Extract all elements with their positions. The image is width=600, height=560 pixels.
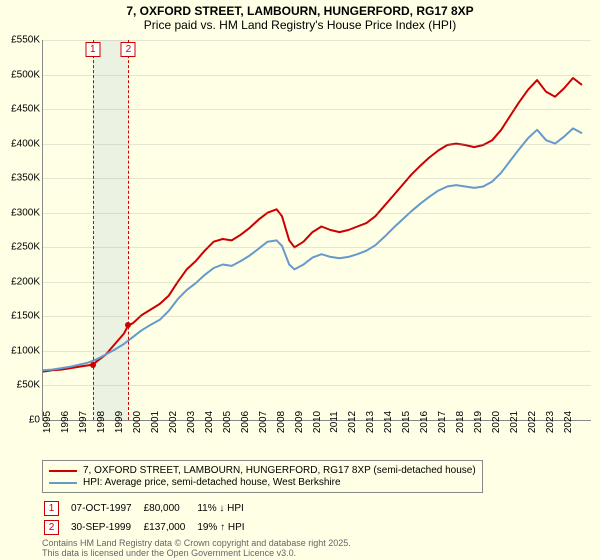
ytick-label: £150K <box>11 311 40 322</box>
legend-label-hpi: HPI: Average price, semi-detached house,… <box>83 477 341 488</box>
marker-delta-1: 11% ↓ HPI <box>197 500 254 517</box>
legend-box: 7, OXFORD STREET, LAMBOURN, HUNGERFORD, … <box>42 460 483 493</box>
xtick-label: 2015 <box>401 411 412 433</box>
chart-lines-svg <box>43 40 591 420</box>
xtick-label: 2018 <box>455 411 466 433</box>
xtick-label: 2005 <box>222 411 233 433</box>
legend-swatch-hpi <box>49 482 77 484</box>
marker-badge-1: 1 <box>44 501 59 516</box>
xtick-label: 2013 <box>365 411 376 433</box>
legend-row-property: 7, OXFORD STREET, LAMBOURN, HUNGERFORD, … <box>49 465 476 476</box>
legend-row-hpi: HPI: Average price, semi-detached house,… <box>49 477 476 488</box>
xtick-label: 2023 <box>545 411 556 433</box>
xtick-label: 2003 <box>186 411 197 433</box>
ytick-label: £500K <box>11 69 40 80</box>
marker-badge-2: 2 <box>44 520 59 535</box>
marker-row-2: 2 30-SEP-1999 £137,000 19% ↑ HPI <box>44 519 255 536</box>
marker-date-2: 30-SEP-1999 <box>71 519 142 536</box>
chart-plot-area: 12 <box>42 40 591 421</box>
xtick-label: 2001 <box>150 411 161 433</box>
ytick-label: £250K <box>11 242 40 253</box>
xtick-label: 1995 <box>42 411 53 433</box>
gridline-h <box>43 282 591 283</box>
attribution: Contains HM Land Registry data © Crown c… <box>42 538 351 558</box>
xtick-label: 2007 <box>258 411 269 433</box>
xtick-label: 2019 <box>473 411 484 433</box>
ytick-label: £450K <box>11 104 40 115</box>
ytick-label: £0 <box>29 415 40 426</box>
xtick-label: 2009 <box>294 411 305 433</box>
xtick-label: 2004 <box>204 411 215 433</box>
gridline-h <box>43 109 591 110</box>
marker-price-2: £137,000 <box>144 519 196 536</box>
gridline-h <box>43 40 591 41</box>
xtick-label: 2010 <box>312 411 323 433</box>
xtick-label: 1999 <box>114 411 125 433</box>
ytick-label: £200K <box>11 276 40 287</box>
xtick-label: 2012 <box>347 411 358 433</box>
ytick-label: £400K <box>11 138 40 149</box>
gridline-h <box>43 75 591 76</box>
marker-price-1: £80,000 <box>144 500 196 517</box>
xtick-label: 2002 <box>168 411 179 433</box>
marker-dot-1 <box>90 362 96 368</box>
markers-table: 1 07-OCT-1997 £80,000 11% ↓ HPI 2 30-SEP… <box>42 498 257 538</box>
xtick-label: 2014 <box>383 411 394 433</box>
xtick-label: 2024 <box>563 411 574 433</box>
legend-swatch-property <box>49 470 77 472</box>
ytick-label: £350K <box>11 173 40 184</box>
xtick-label: 2022 <box>527 411 538 433</box>
xtick-label: 1997 <box>78 411 89 433</box>
xtick-label: 2011 <box>329 411 340 433</box>
xtick-label: 1998 <box>96 411 107 433</box>
xtick-label: 2008 <box>276 411 287 433</box>
ytick-label: £300K <box>11 207 40 218</box>
title-subtitle: Price paid vs. HM Land Registry's House … <box>0 18 600 32</box>
marker-delta-2: 19% ↑ HPI <box>197 519 254 536</box>
gridline-h <box>43 144 591 145</box>
ytick-label: £100K <box>11 345 40 356</box>
gridline-h <box>43 213 591 214</box>
series-line-property <box>43 78 582 372</box>
xtick-label: 2016 <box>419 411 430 433</box>
chart-container: 7, OXFORD STREET, LAMBOURN, HUNGERFORD, … <box>0 0 600 560</box>
gridline-h <box>43 385 591 386</box>
xtick-label: 2006 <box>240 411 251 433</box>
attribution-line2: This data is licensed under the Open Gov… <box>42 548 351 558</box>
xtick-label: 1996 <box>60 411 71 433</box>
title-address: 7, OXFORD STREET, LAMBOURN, HUNGERFORD, … <box>0 4 600 18</box>
gridline-h <box>43 178 591 179</box>
attribution-line1: Contains HM Land Registry data © Crown c… <box>42 538 351 548</box>
marker-vline-2 <box>128 40 129 420</box>
marker-row-1: 1 07-OCT-1997 £80,000 11% ↓ HPI <box>44 500 255 517</box>
ytick-label: £50K <box>17 380 40 391</box>
gridline-h <box>43 351 591 352</box>
ytick-label: £550K <box>11 35 40 46</box>
xtick-label: 2020 <box>491 411 502 433</box>
marker-dot-2 <box>125 322 131 328</box>
gridline-h <box>43 247 591 248</box>
marker-date-1: 07-OCT-1997 <box>71 500 142 517</box>
gridline-h <box>43 316 591 317</box>
marker-badge-onchart-2: 2 <box>121 42 136 57</box>
xtick-label: 2017 <box>437 411 448 433</box>
xtick-label: 2000 <box>132 411 143 433</box>
marker-badge-onchart-1: 1 <box>85 42 100 57</box>
title-block: 7, OXFORD STREET, LAMBOURN, HUNGERFORD, … <box>0 0 600 32</box>
legend-label-property: 7, OXFORD STREET, LAMBOURN, HUNGERFORD, … <box>83 465 476 476</box>
xtick-label: 2021 <box>509 411 520 433</box>
